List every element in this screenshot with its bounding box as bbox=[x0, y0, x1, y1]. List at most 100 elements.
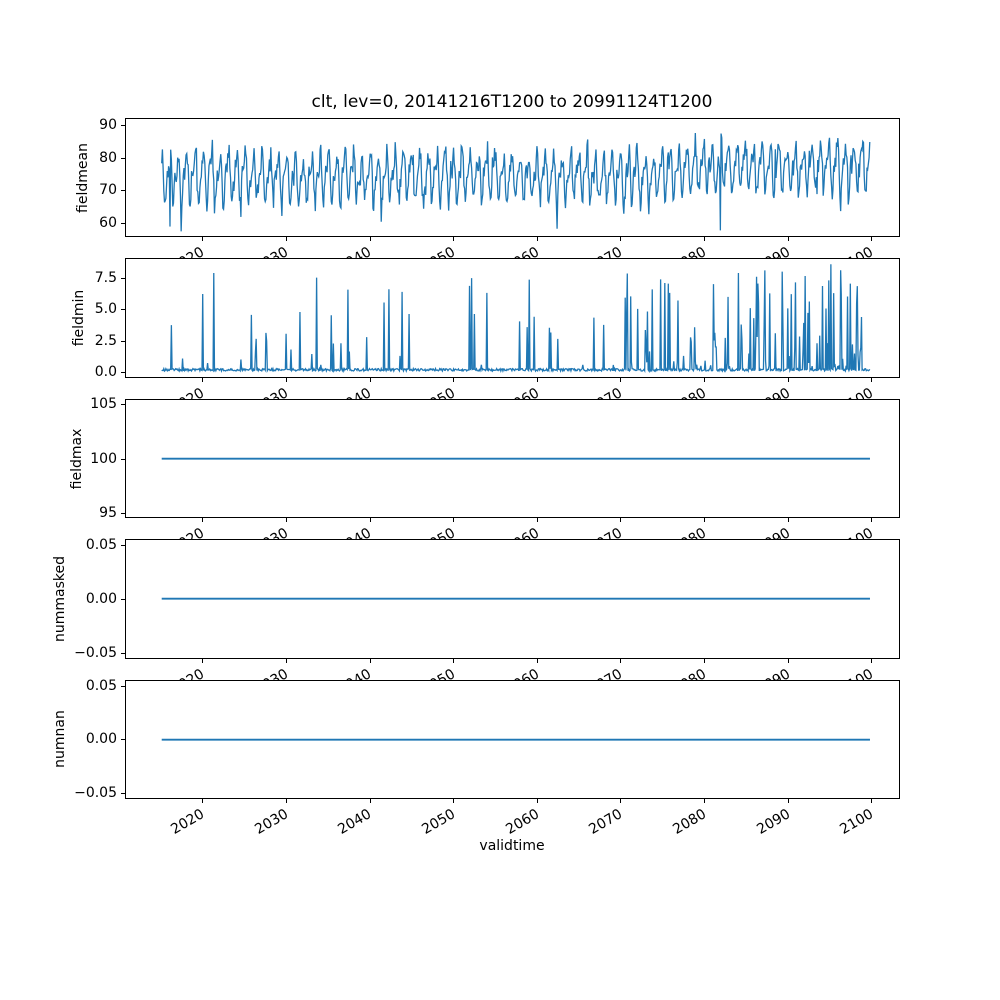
y-tick-label: 2.5 bbox=[94, 332, 117, 349]
x-tick bbox=[704, 799, 706, 803]
x-tick bbox=[453, 658, 455, 663]
x-tick bbox=[369, 799, 371, 803]
x-tick-label: 2040 bbox=[335, 806, 375, 838]
y-tick-label: −0.05 bbox=[74, 785, 117, 802]
x-tick bbox=[620, 658, 622, 663]
y-tick bbox=[121, 512, 125, 514]
axes-fieldmin bbox=[125, 258, 900, 378]
y-tick-label: 90 bbox=[99, 117, 117, 134]
x-tick bbox=[202, 799, 204, 803]
x-tick bbox=[202, 518, 204, 523]
x-tick-label: 2070 bbox=[586, 806, 626, 838]
y-tick bbox=[121, 340, 125, 342]
axes-fieldmean bbox=[125, 118, 900, 238]
y-tick bbox=[121, 793, 125, 795]
y-tick bbox=[121, 598, 125, 600]
axes-nummasked bbox=[125, 539, 900, 659]
x-tick bbox=[704, 518, 706, 523]
x-tick bbox=[286, 237, 288, 242]
x-tick bbox=[704, 377, 706, 382]
x-tick bbox=[453, 237, 455, 242]
x-tick bbox=[787, 799, 789, 803]
x-tick bbox=[871, 377, 873, 382]
x-tick-label: 2060 bbox=[502, 806, 542, 838]
y-tick-label: 70 bbox=[99, 182, 117, 199]
x-tick bbox=[369, 377, 371, 382]
x-tick bbox=[369, 237, 371, 242]
x-tick bbox=[871, 518, 873, 523]
x-tick bbox=[453, 799, 455, 803]
x-tick bbox=[871, 658, 873, 663]
y-tick-label: 105 bbox=[90, 396, 117, 413]
y-tick-label: 100 bbox=[90, 450, 117, 467]
x-tick bbox=[286, 658, 288, 663]
y-tick bbox=[121, 277, 125, 279]
x-tick bbox=[704, 658, 706, 663]
x-tick bbox=[787, 518, 789, 523]
x-tick bbox=[453, 377, 455, 382]
x-tick bbox=[620, 799, 622, 803]
x-tick-label: 2050 bbox=[419, 806, 459, 838]
axes-fieldmax bbox=[125, 398, 900, 519]
x-tick-label: 2100 bbox=[837, 806, 877, 838]
x-tick-label: 2080 bbox=[670, 806, 710, 838]
y-tick-label: 0.05 bbox=[85, 537, 117, 554]
y-tick bbox=[121, 458, 125, 460]
x-tick bbox=[871, 237, 873, 242]
x-tick bbox=[536, 799, 538, 803]
x-tick bbox=[536, 518, 538, 523]
y-tick-label: 0.00 bbox=[85, 731, 117, 748]
x-tick-label: 2030 bbox=[252, 806, 292, 838]
y-tick-label: 0.0 bbox=[94, 364, 117, 381]
x-tick bbox=[369, 518, 371, 523]
x-tick bbox=[620, 518, 622, 523]
y-axis-label-numnan: numnan bbox=[52, 710, 68, 769]
fieldmin-line bbox=[161, 264, 871, 374]
x-tick bbox=[202, 237, 204, 242]
x-tick bbox=[202, 377, 204, 382]
y-tick bbox=[121, 739, 125, 741]
x-tick-label: 2020 bbox=[168, 806, 208, 838]
x-tick bbox=[620, 377, 622, 382]
x-tick bbox=[536, 377, 538, 382]
y-tick-label: 60 bbox=[99, 214, 117, 231]
x-tick bbox=[536, 237, 538, 242]
x-tick bbox=[787, 237, 789, 242]
y-tick bbox=[121, 372, 125, 374]
y-tick bbox=[121, 652, 125, 654]
x-tick bbox=[369, 658, 371, 663]
x-tick bbox=[871, 799, 873, 803]
x-tick bbox=[704, 237, 706, 242]
x-tick bbox=[536, 658, 538, 663]
x-tick bbox=[787, 658, 789, 663]
y-tick-label: 95 bbox=[99, 504, 117, 521]
x-tick bbox=[453, 518, 455, 523]
y-tick-label: 7.5 bbox=[94, 269, 117, 286]
y-tick bbox=[121, 309, 125, 311]
fieldmean-line bbox=[161, 132, 871, 232]
y-tick-label: 80 bbox=[99, 149, 117, 166]
y-tick bbox=[121, 125, 125, 127]
y-tick bbox=[121, 545, 125, 547]
y-tick-label: −0.05 bbox=[74, 644, 117, 661]
y-tick-label: 0.05 bbox=[85, 677, 117, 694]
chart-title: clt, lev=0, 20141216T1200 to 20991124T12… bbox=[311, 92, 713, 112]
y-tick-label: 0.00 bbox=[85, 590, 117, 607]
axes-numnan bbox=[125, 679, 900, 799]
y-tick bbox=[121, 222, 125, 224]
y-tick bbox=[121, 190, 125, 192]
x-tick bbox=[620, 237, 622, 242]
x-tick bbox=[286, 799, 288, 803]
y-tick bbox=[121, 685, 125, 687]
x-tick bbox=[787, 377, 789, 382]
x-tick bbox=[202, 658, 204, 663]
x-tick bbox=[286, 518, 288, 523]
y-tick bbox=[121, 404, 125, 406]
x-axis-label: validtime bbox=[479, 838, 545, 854]
